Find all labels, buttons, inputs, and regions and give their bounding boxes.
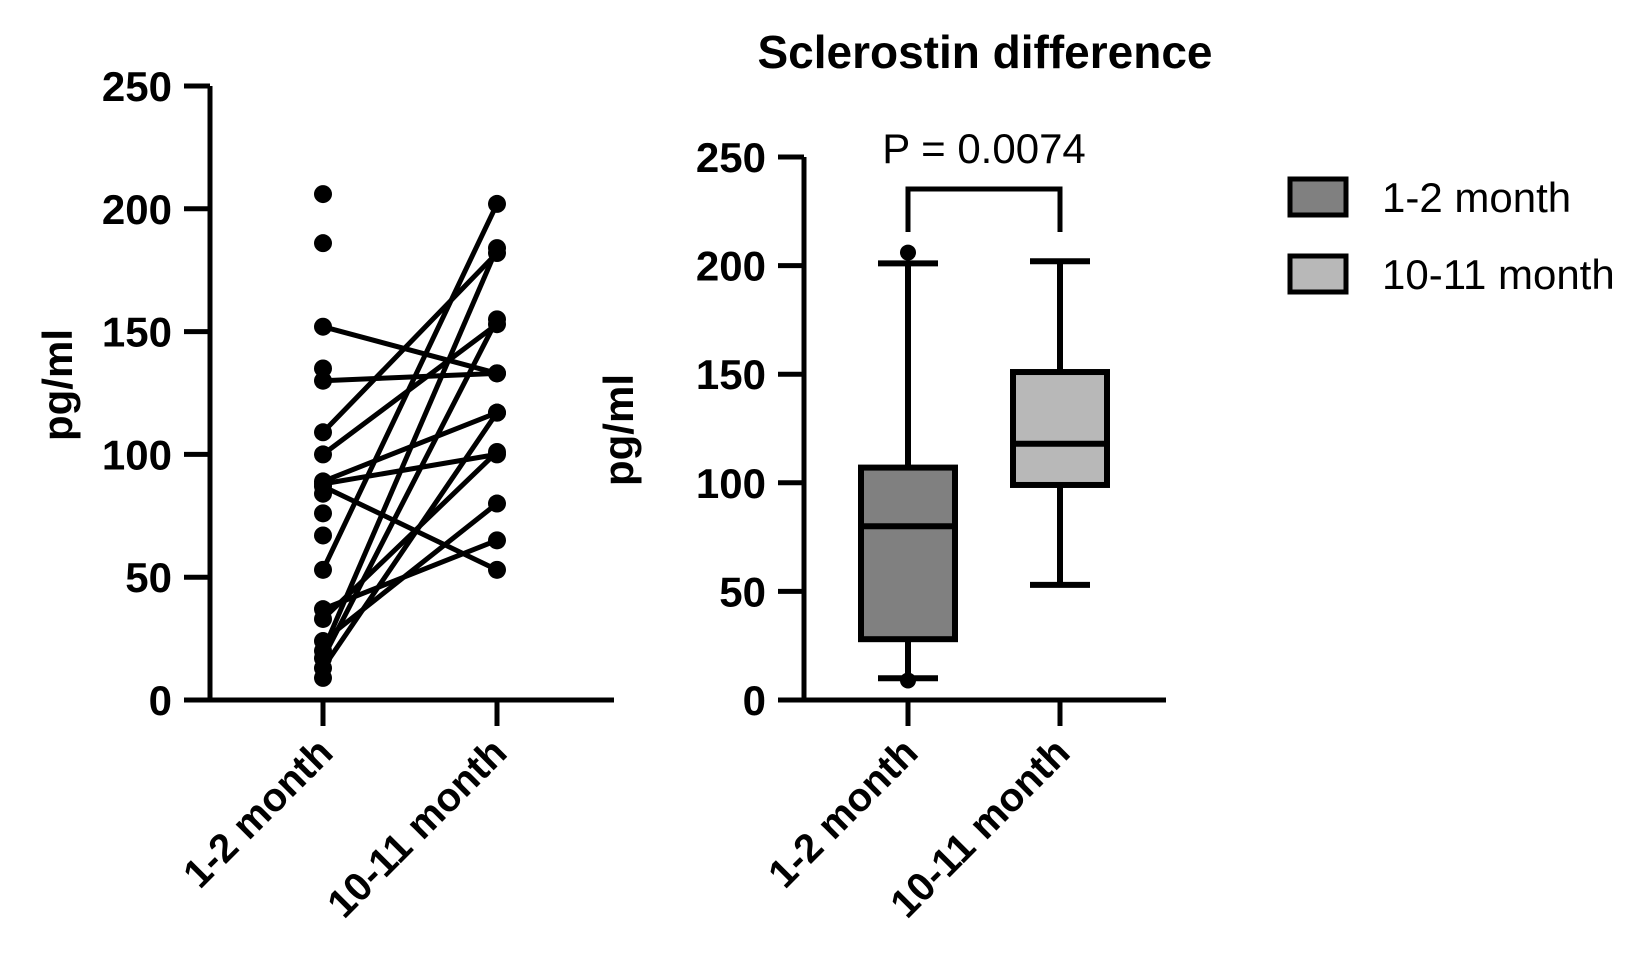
left-category-label: 10-11 month — [319, 730, 515, 926]
box-10-11-month — [1010, 258, 1110, 588]
point-10-11-month — [488, 442, 506, 461]
pair-line — [321, 251, 499, 435]
pair-line — [322, 324, 498, 376]
point-10-11-month — [488, 239, 506, 258]
point-10-11-month — [488, 403, 506, 422]
outlier-point — [900, 672, 916, 689]
right-y-tick-label: 150 — [696, 351, 766, 398]
point-10-11-month — [488, 560, 506, 579]
point-10-11-month — [488, 194, 506, 213]
left-y-tick-label: 150 — [102, 309, 172, 356]
point-1-2-month — [314, 560, 332, 579]
legend-item-1-2-month: 1-2 month — [1287, 174, 1571, 221]
legend: 1-2 month 10-11 month — [1287, 174, 1615, 298]
pair-line — [320, 318, 500, 660]
point-1-2-month — [314, 185, 332, 204]
point-1-2-month — [314, 609, 332, 628]
right-y-tick-label: 100 — [696, 460, 766, 507]
pair-line — [321, 501, 499, 644]
left-y-tick-label: 100 — [102, 431, 172, 478]
pair-line — [321, 450, 499, 621]
left-pair-lines — [320, 202, 500, 670]
point-10-11-month — [488, 364, 506, 383]
point-1-2-month — [314, 668, 332, 687]
left-y-tick-label: 50 — [125, 554, 172, 601]
left-y-tick-label: 0 — [149, 677, 172, 724]
legend-swatch-1-2-month — [1287, 176, 1349, 218]
right-y-axis-label: pg/ml — [595, 374, 642, 486]
legend-item-10-11-month: 10-11 month — [1287, 251, 1615, 298]
point-10-11-month — [488, 310, 506, 329]
right-y-ticks: 0 50 100 150 200 250 — [696, 134, 804, 724]
box-1-2-month — [858, 244, 958, 689]
box-iqr — [858, 464, 958, 643]
right-x-ticks — [905, 700, 1063, 726]
point-10-11-month — [488, 494, 506, 513]
point-1-2-month — [314, 504, 332, 523]
point-1-2-month — [314, 526, 332, 545]
left-y-axis-label: pg/ml — [34, 329, 81, 441]
pair-line — [320, 247, 500, 652]
outlier-point — [900, 244, 916, 261]
box-iqr — [1010, 369, 1110, 488]
point-1-2-month — [314, 234, 332, 253]
right-category-label: 1-2 month — [760, 730, 926, 896]
right-y-tick-label: 50 — [719, 568, 766, 615]
left-y-tick-label: 250 — [102, 63, 172, 110]
point-1-2-month — [314, 445, 332, 464]
boxes — [858, 244, 1110, 689]
chart-title: Sclerostin difference — [757, 26, 1212, 78]
pair-line — [321, 484, 499, 573]
pair-line — [320, 202, 500, 571]
left-points — [314, 185, 506, 687]
right-y-tick-label: 200 — [696, 243, 766, 290]
legend-swatch-10-11-month — [1287, 253, 1349, 295]
legend-label-10-11-month: 10-11 month — [1382, 251, 1615, 298]
point-1-2-month — [314, 359, 332, 378]
right-y-tick-label: 250 — [696, 134, 766, 181]
point-1-2-month — [314, 423, 332, 442]
point-10-11-month — [488, 531, 506, 550]
box-plot: Sclerostin difference pg/ml 0 50 100 150 200… — [595, 26, 1213, 926]
pair-line — [320, 411, 500, 670]
p-value-annotation: P = 0.0074 — [882, 125, 1086, 172]
left-y-tick-label: 200 — [102, 186, 172, 233]
significance-bracket — [905, 186, 1063, 232]
left-x-ticks — [320, 700, 500, 726]
point-1-2-month — [314, 484, 332, 503]
point-1-2-month — [314, 317, 332, 336]
legend-label-1-2-month: 1-2 month — [1382, 174, 1571, 221]
left-category-label: 1-2 month — [175, 730, 341, 896]
left-y-ticks: 0 50 100 150 200 250 — [102, 63, 210, 724]
right-y-tick-label: 0 — [743, 677, 766, 724]
